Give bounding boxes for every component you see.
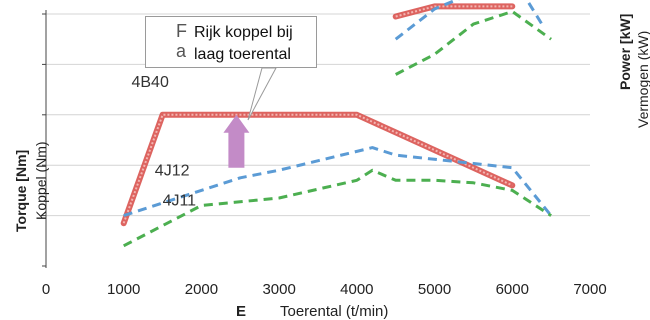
series-lines: 4B40 4J12 4J11: [120, 0, 553, 248]
x-tick-label: 0: [42, 281, 50, 298]
callout-obscured-line-2: a: [176, 41, 187, 61]
series-label-4b40: 4B40: [131, 74, 168, 91]
x-tick-label: 2000: [185, 281, 218, 298]
callout-box: F a Rijk koppel bij laag toerental: [145, 16, 317, 68]
series-line-4j12: [123, 146, 553, 218]
callout-line-2: laag toerental: [194, 46, 291, 63]
callout-obscured-line-1: F: [176, 21, 187, 41]
x-axis-label-prefix: E: [236, 303, 246, 320]
callout-obscured-text: F a: [146, 17, 187, 61]
y-axis-label-bold: Torque [Nm]: [13, 150, 29, 232]
series-line-power-5: [395, 10, 552, 76]
axes: 0 1000 2000 3000 4000 5000 6000 7000: [42, 10, 607, 298]
arrow-up-icon: [223, 114, 250, 168]
x-tick-label: 4000: [340, 281, 373, 298]
x-axis-label: Toerental (t/min): [280, 303, 388, 320]
x-tick-label: 7000: [573, 281, 606, 298]
series-line-power-1-texture: [395, 5, 513, 18]
y2-axis-label: Vermogen (kW): [635, 31, 650, 128]
y2-axis-label-bold: Power [kW]: [617, 14, 633, 90]
x-tick-label: 1000: [107, 281, 140, 298]
x-tick-label: 3000: [262, 281, 295, 298]
callout-pointer: [247, 67, 277, 121]
callout-text: Rijk koppel bij laag toerental: [194, 22, 293, 66]
x-tick-label: 5000: [418, 281, 451, 298]
callout-line-1: Rijk koppel bij: [194, 24, 293, 41]
annotations: [223, 67, 277, 168]
labels: Torque [Nm] Koppel (Nm) Power [kW] Vermo…: [13, 14, 650, 320]
series-label-4j12: 4J12: [155, 162, 190, 179]
series-line-4b40-texture: [122, 113, 513, 224]
x-tick-label: 6000: [496, 281, 529, 298]
series-line-power-1: [392, 3, 516, 20]
series-label-4j11: 4J11: [163, 193, 197, 210]
y-axis-label: Koppel (Nm): [33, 141, 49, 220]
series-line-4j11: [123, 168, 552, 248]
